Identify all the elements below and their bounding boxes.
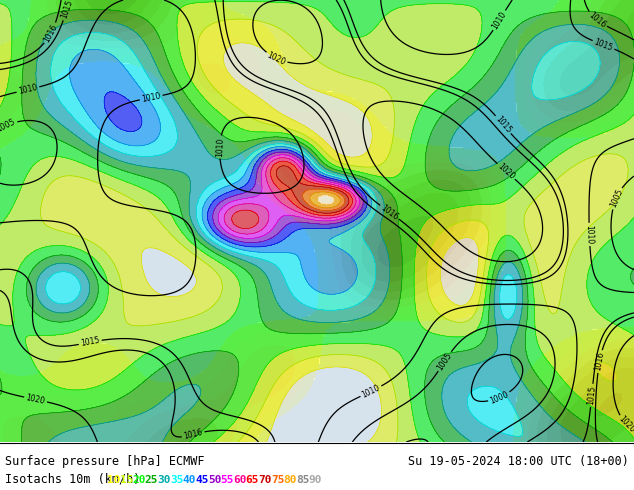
- Text: 50: 50: [208, 475, 221, 485]
- Text: 10: 10: [107, 475, 120, 485]
- Text: 20: 20: [133, 475, 146, 485]
- Text: 1010: 1010: [18, 83, 38, 96]
- Text: 1015: 1015: [80, 336, 100, 348]
- Text: 1010: 1010: [215, 137, 224, 157]
- Text: 15: 15: [120, 475, 133, 485]
- Text: 1010: 1010: [491, 10, 508, 31]
- Text: 25: 25: [145, 475, 158, 485]
- Text: 65: 65: [245, 475, 259, 485]
- Text: 45: 45: [195, 475, 209, 485]
- Text: 1015: 1015: [593, 37, 614, 52]
- Text: 1016: 1016: [379, 203, 400, 221]
- Text: 30: 30: [157, 475, 171, 485]
- Text: 1005: 1005: [436, 351, 454, 372]
- Text: 1016: 1016: [183, 428, 204, 441]
- Text: 85: 85: [296, 475, 309, 485]
- Text: 1020: 1020: [266, 50, 287, 67]
- Text: 1010: 1010: [141, 91, 162, 104]
- Text: 1016: 1016: [42, 23, 60, 44]
- Text: 35: 35: [170, 475, 183, 485]
- Text: 1015: 1015: [586, 385, 597, 405]
- Text: 1016: 1016: [587, 10, 607, 29]
- Text: 75: 75: [271, 475, 284, 485]
- Text: 40: 40: [183, 475, 196, 485]
- Text: 1015: 1015: [60, 0, 74, 20]
- Text: 1005: 1005: [0, 118, 17, 134]
- Text: 90: 90: [309, 475, 322, 485]
- Text: 1010: 1010: [585, 224, 594, 244]
- Text: 1020: 1020: [496, 162, 516, 181]
- Text: 1016: 1016: [593, 351, 606, 372]
- Text: Isotachs 10m (km/h): Isotachs 10m (km/h): [5, 472, 148, 485]
- Text: 1020: 1020: [25, 393, 46, 406]
- Text: 80: 80: [283, 475, 297, 485]
- Text: 1005: 1005: [609, 188, 624, 209]
- Text: 1000: 1000: [489, 390, 510, 405]
- Text: Su 19-05-2024 18:00 UTC (18+00): Su 19-05-2024 18:00 UTC (18+00): [408, 455, 629, 468]
- Text: 1010: 1010: [360, 383, 382, 400]
- Text: 1020: 1020: [617, 415, 634, 435]
- Text: 55: 55: [221, 475, 234, 485]
- Text: 1015: 1015: [493, 115, 513, 135]
- Text: 70: 70: [258, 475, 272, 485]
- Text: Surface pressure [hPa] ECMWF: Surface pressure [hPa] ECMWF: [5, 455, 205, 468]
- Text: 60: 60: [233, 475, 247, 485]
